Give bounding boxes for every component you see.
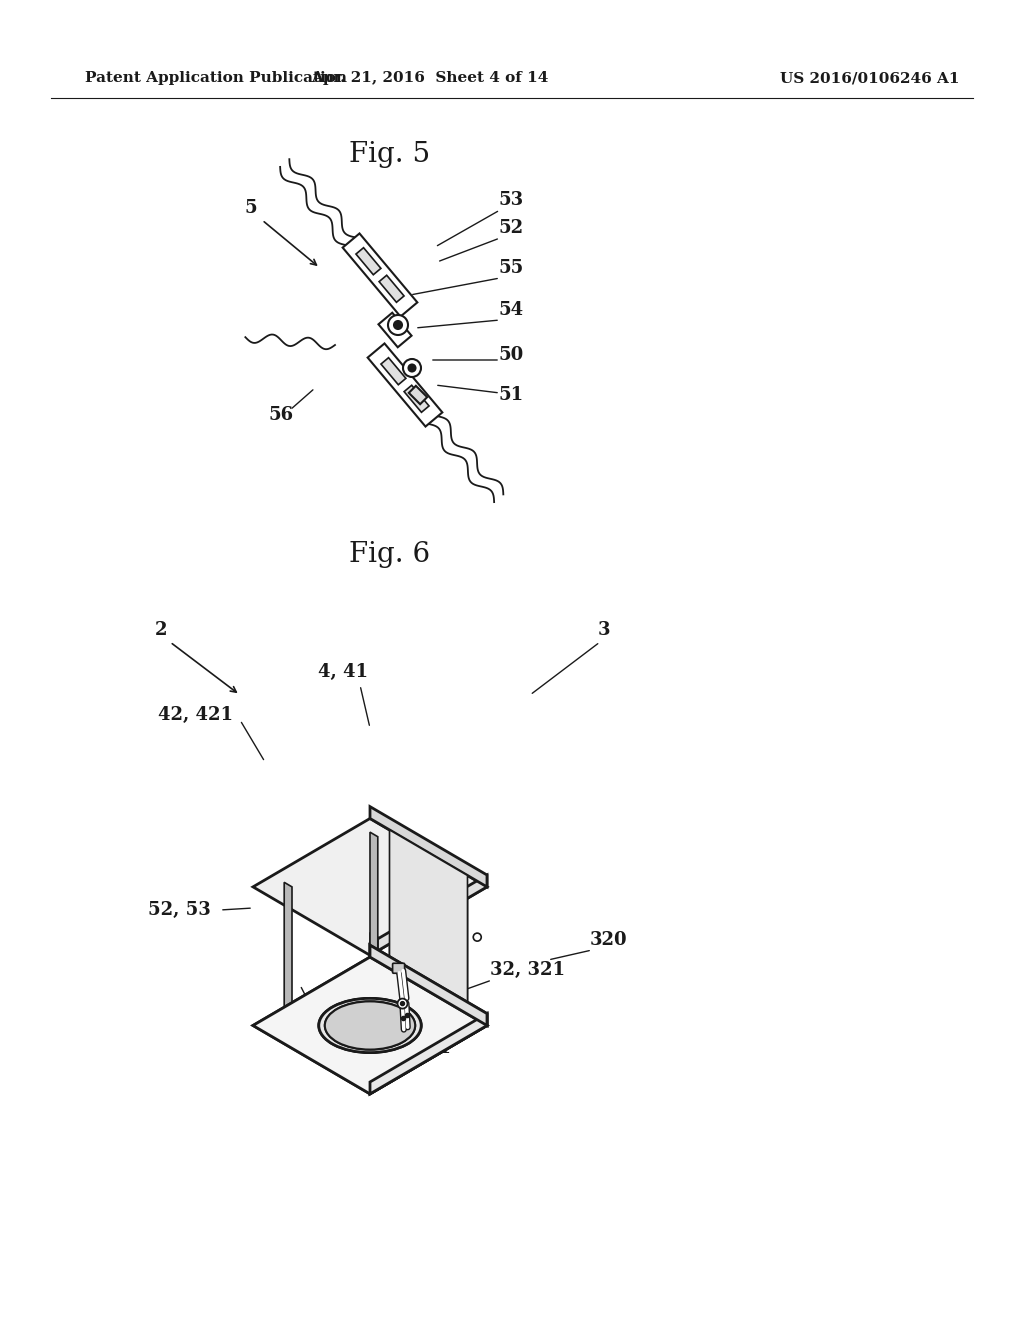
Circle shape (400, 1002, 404, 1006)
Text: 4, 41: 4, 41 (318, 663, 368, 681)
FancyBboxPatch shape (392, 964, 404, 973)
Polygon shape (343, 234, 418, 317)
Polygon shape (409, 385, 427, 404)
Polygon shape (404, 385, 429, 412)
Text: 52: 52 (498, 219, 523, 238)
Polygon shape (370, 932, 378, 1064)
Polygon shape (253, 957, 487, 1094)
Polygon shape (370, 937, 378, 1068)
Text: 3: 3 (598, 620, 610, 639)
Polygon shape (285, 882, 292, 1014)
Text: 42, 421: 42, 421 (158, 706, 233, 723)
Text: US 2016/0106246 A1: US 2016/0106246 A1 (780, 71, 959, 84)
Text: Fig. 6: Fig. 6 (349, 541, 430, 569)
Polygon shape (362, 1059, 378, 1068)
Text: 50, 51: 50, 51 (388, 1039, 451, 1057)
Text: 55: 55 (498, 259, 523, 277)
Text: 2: 2 (155, 620, 168, 639)
Text: 56: 56 (268, 407, 293, 424)
Text: 5: 5 (245, 199, 258, 216)
Polygon shape (253, 818, 487, 956)
Polygon shape (389, 899, 468, 1071)
Polygon shape (370, 832, 378, 964)
Text: Fig. 5: Fig. 5 (349, 141, 430, 169)
Circle shape (403, 359, 421, 378)
Text: 320: 320 (590, 931, 628, 949)
Polygon shape (379, 276, 404, 302)
Circle shape (388, 315, 408, 335)
Polygon shape (370, 945, 487, 1026)
Polygon shape (370, 945, 487, 1026)
Text: 5: 5 (310, 1026, 323, 1044)
Polygon shape (370, 1014, 487, 1094)
Polygon shape (449, 1008, 464, 1018)
Polygon shape (370, 1014, 487, 1094)
Polygon shape (253, 957, 487, 1094)
Polygon shape (456, 887, 464, 1018)
Polygon shape (362, 958, 378, 968)
Polygon shape (389, 830, 468, 1002)
Text: 53: 53 (498, 191, 523, 209)
Polygon shape (368, 343, 442, 426)
Text: Apr. 21, 2016  Sheet 4 of 14: Apr. 21, 2016 Sheet 4 of 14 (311, 71, 549, 84)
Polygon shape (381, 358, 406, 384)
Ellipse shape (325, 1002, 415, 1049)
Text: 51: 51 (498, 385, 523, 404)
Polygon shape (356, 248, 381, 275)
Polygon shape (456, 882, 464, 1014)
Circle shape (409, 364, 416, 371)
Polygon shape (379, 313, 412, 347)
Text: 50: 50 (498, 346, 523, 364)
Circle shape (473, 933, 481, 941)
Polygon shape (370, 807, 487, 887)
Ellipse shape (318, 998, 421, 1052)
Text: 54: 54 (498, 301, 523, 319)
Polygon shape (370, 875, 487, 956)
Circle shape (394, 321, 402, 329)
Text: Patent Application Publication: Patent Application Publication (85, 71, 347, 84)
Ellipse shape (325, 1002, 415, 1049)
Text: 52, 53: 52, 53 (148, 902, 211, 919)
Circle shape (397, 999, 408, 1008)
Ellipse shape (318, 998, 421, 1052)
Polygon shape (276, 1008, 292, 1018)
Text: 32, 321: 32, 321 (490, 961, 565, 979)
